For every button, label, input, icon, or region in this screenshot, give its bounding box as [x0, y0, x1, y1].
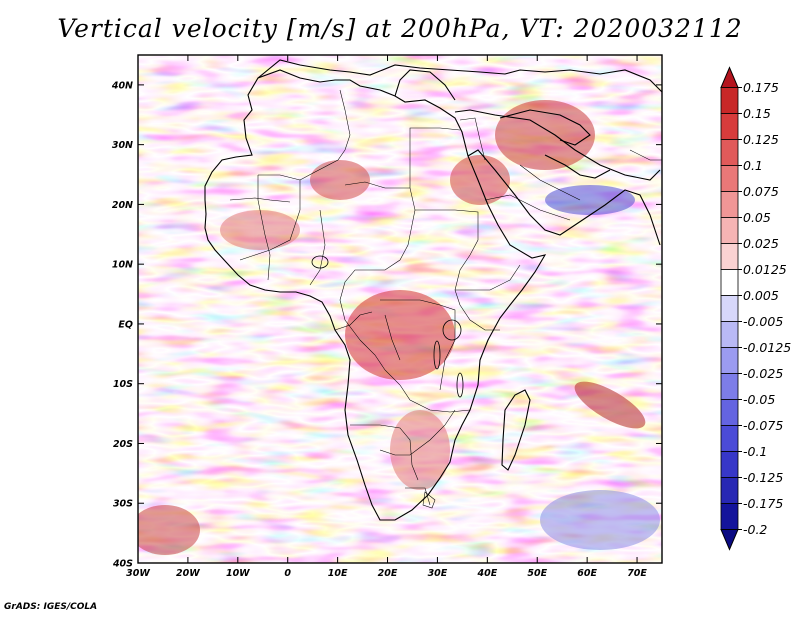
x-tick-label: 10E [328, 568, 348, 579]
x-tick-label: 0 [284, 568, 291, 579]
colorbar-label: -0.025 [743, 366, 783, 381]
x-tick-label: 20W [176, 568, 200, 579]
colorbar-label: -0.1 [743, 444, 767, 459]
lakes [311, 255, 464, 398]
colorbar-label: 0.005 [743, 288, 779, 303]
colorbar-swatch [720, 451, 739, 478]
colorbar-swatch [720, 217, 739, 244]
colorbar-label: -0.0125 [743, 340, 791, 355]
x-tick-label: 30E [428, 568, 448, 579]
colorbar-label: 0.0125 [743, 262, 787, 277]
y-axis-ticks [138, 84, 662, 564]
colorbar-label: 0.075 [743, 184, 779, 199]
colorbar-label: -0.005 [743, 314, 783, 329]
colorbar-swatch [720, 373, 739, 400]
colorbar-swatch [720, 243, 739, 270]
y-tick-label: 20N [112, 200, 133, 211]
plot-frame [137, 54, 663, 564]
coastlines [204, 59, 662, 521]
colorbar-swatch [720, 191, 739, 218]
colorbar-label: 0.05 [743, 210, 771, 225]
x-tick-label: 20E [378, 568, 398, 579]
x-axis-ticks [137, 55, 638, 563]
x-tick-label: 70E [627, 568, 647, 579]
colorbar-label: 0.025 [743, 236, 779, 251]
x-tick-label: 10W [226, 568, 250, 579]
colorbar-label: 0.175 [743, 80, 779, 95]
colorbar-swatch [720, 165, 739, 192]
colorbar-swatch [720, 399, 739, 426]
colorbar: 0.175 0.15 0.125 0.1 0.075 0.05 0.025 0.0125 0.0… [720, 66, 791, 551]
colorbar-swatch [720, 477, 739, 504]
y-tick-label: 40S [112, 559, 133, 570]
x-tick-label: 30W [126, 568, 150, 579]
chart-title: Vertical velocity [m/s] at 200hPa, VT: 2… [57, 14, 743, 43]
colorbar-label: 0.125 [743, 132, 779, 147]
colorbar-swatch [720, 503, 739, 530]
colorbar-min-arrow [720, 529, 739, 551]
country-borders [229, 89, 662, 509]
colorbar-swatch [720, 113, 739, 140]
colorbar-swatch [720, 269, 739, 296]
colorbar-label: -0.05 [743, 392, 775, 407]
footer-credit: GrADS: IGES/COLA [4, 602, 98, 612]
colorbar-max-arrow [720, 66, 739, 88]
colorbar-swatch [720, 87, 739, 114]
x-tick-label: 60E [577, 568, 597, 579]
x-axis-labels: 30W 20W 10W 0 10E 20E 30E 40E 50E 60E 70E [126, 568, 647, 579]
y-tick-label: 30S [113, 499, 133, 510]
colorbar-label: -0.175 [743, 496, 783, 511]
colorbar-label: 0.1 [743, 158, 763, 173]
colorbar-swatch [720, 425, 739, 452]
colorbar-swatch [720, 321, 739, 348]
y-tick-label: 40N [111, 80, 133, 91]
colorbar-label: -0.075 [743, 418, 783, 433]
y-tick-label: EQ [118, 319, 133, 330]
x-tick-label: 50E [527, 568, 547, 579]
y-tick-label: 30N [112, 140, 133, 151]
y-tick-label: 10N [112, 260, 133, 271]
colorbar-label: -0.125 [743, 470, 783, 485]
y-tick-label: 20S [113, 439, 133, 450]
colorbar-swatch [720, 139, 739, 166]
colorbar-swatch [720, 295, 739, 322]
colorbar-label: -0.2 [743, 522, 767, 537]
colorbar-swatch [720, 347, 739, 374]
y-axis-labels: 40N 30N 20N 10N EQ 10S 20S 30S 40S [111, 80, 133, 569]
y-tick-label: 10S [113, 379, 133, 390]
vertical-velocity-field [138, 55, 662, 563]
colorbar-label: 0.15 [743, 106, 771, 121]
x-tick-label: 40E [476, 568, 497, 579]
